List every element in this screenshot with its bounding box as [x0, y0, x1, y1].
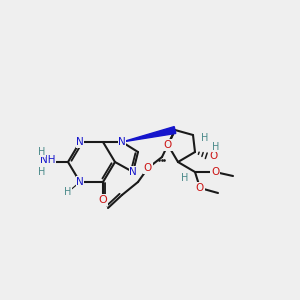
- Text: H: H: [38, 147, 46, 157]
- Text: NH: NH: [40, 155, 56, 165]
- Text: O: O: [211, 167, 219, 177]
- Text: N: N: [76, 137, 84, 147]
- Text: H: H: [64, 187, 72, 197]
- Text: H: H: [201, 133, 209, 143]
- Text: O: O: [209, 151, 217, 161]
- Text: O: O: [144, 163, 152, 173]
- Text: N: N: [76, 177, 84, 187]
- Text: O: O: [164, 140, 172, 150]
- Text: H: H: [212, 142, 220, 152]
- Text: H: H: [181, 173, 189, 183]
- Text: H: H: [38, 167, 46, 177]
- Text: O: O: [196, 183, 204, 193]
- Polygon shape: [122, 127, 176, 142]
- Text: N: N: [118, 137, 126, 147]
- Text: O: O: [99, 195, 107, 205]
- Text: N: N: [129, 167, 137, 177]
